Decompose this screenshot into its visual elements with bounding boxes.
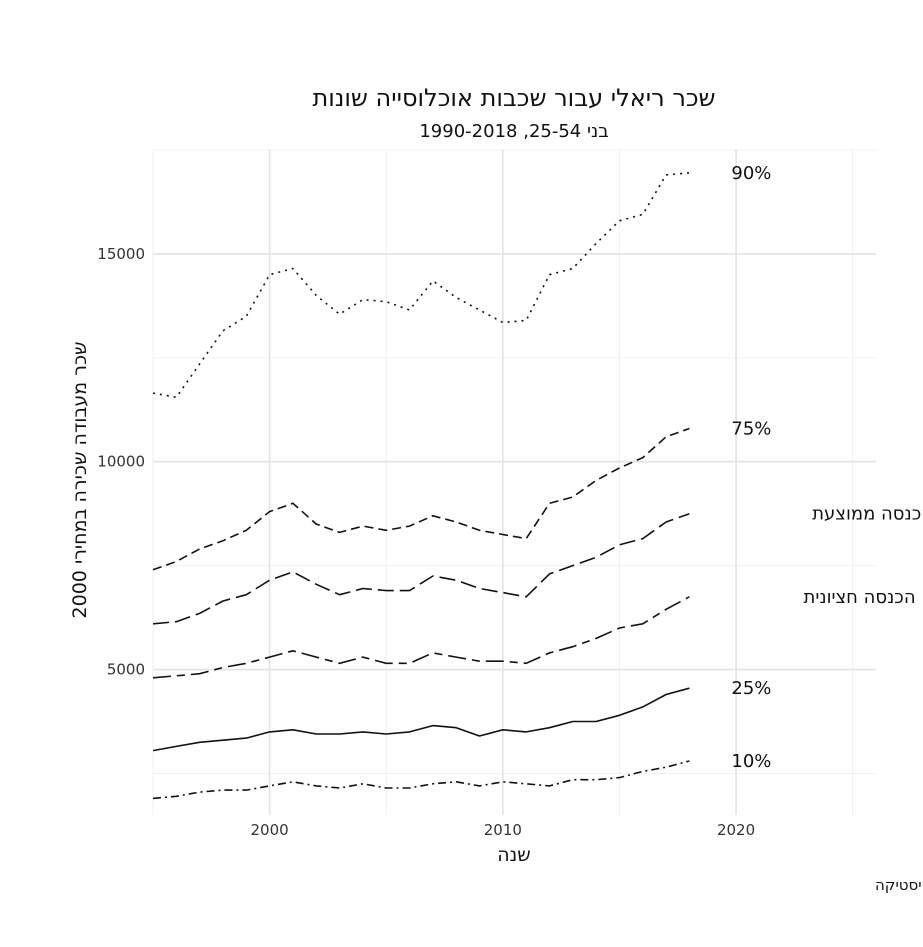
grid-lines <box>152 149 876 815</box>
x-tick-label: 2000 <box>251 821 289 839</box>
series-line-3 <box>152 596 690 679</box>
series-line-4 <box>152 687 690 752</box>
series-line-2 <box>152 512 690 625</box>
x-axis-ticks: 2000 2010 2020 <box>251 821 756 839</box>
y-tick-label: 15000 <box>97 245 145 263</box>
y-tick-label: 5000 <box>107 661 145 679</box>
series-label-4: 25% <box>731 678 771 699</box>
series-line-5 <box>152 760 690 800</box>
series-label-3: הכנסה חציונית <box>804 587 916 608</box>
series-label-5: 10% <box>731 751 771 772</box>
x-tick-label: 2020 <box>717 821 755 839</box>
series-lines <box>152 172 690 800</box>
chart-subtitle: בני 25-54, 1990-2018 <box>419 121 608 142</box>
x-axis-title: שנה <box>497 844 530 866</box>
series-label-0: 90% <box>731 163 771 184</box>
series-label-2: הכנסה ממוצעת <box>812 504 923 525</box>
y-axis-ticks: 5000 10000 15000 <box>97 245 145 679</box>
series-line-1 <box>152 427 690 571</box>
x-tick-label: 2010 <box>484 821 522 839</box>
source-caption: מקור: הלשכה המרכזית לסטטיסטיקה <box>875 876 923 894</box>
series-label-1: 75% <box>731 418 771 439</box>
chart-title: שכר ריאלי עבור שכבות אוכלוסייה שונות <box>312 84 715 112</box>
series-line-0 <box>152 172 690 399</box>
y-axis-title: שכר מעבודה שכירה במחירי 2000 <box>69 342 91 619</box>
y-tick-label: 10000 <box>97 453 145 471</box>
series-labels: 90% 75% הכנסה ממוצעת הכנסה חציונית 25% 10% <box>731 163 923 772</box>
